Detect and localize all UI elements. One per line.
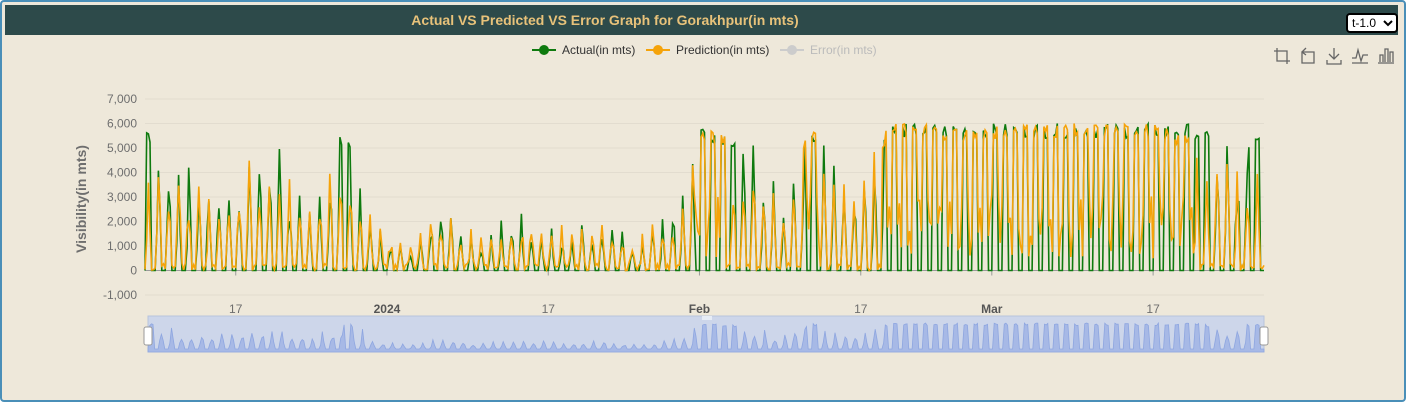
chart-header: Actual VS Predicted VS Error Graph for G… [5,5,1398,35]
y-tick-label: -1,000 [103,288,137,302]
chart-title: Actual VS Predicted VS Error Graph for G… [411,12,799,28]
download-icon[interactable] [1324,46,1344,66]
legend-label: Prediction(in mts) [676,43,769,57]
line-chart-icon[interactable] [1350,46,1370,66]
y-tick-label: 2,000 [107,215,137,229]
y-axis-label: Visibility(in mts) [73,145,89,253]
legend-item-error[interactable]: Error(in mts) [780,43,877,57]
zoom-icon[interactable] [1272,46,1292,66]
x-tick-label: 17 [229,302,243,316]
x-tick-label: 2024 [374,302,401,316]
x-tick-label: Mar [981,302,1003,316]
zoom-slider-preview [147,321,1265,353]
chart-toolbox [1272,46,1398,66]
legend-marker [539,45,549,55]
legend-item-prediction[interactable]: Prediction(in mts) [646,43,769,57]
series-line-prediction [144,122,1265,273]
y-tick-label: 4,000 [107,166,137,180]
bar-chart-icon[interactable] [1376,46,1396,66]
y-tick-label: 1,000 [107,239,137,253]
zoom-move-handle[interactable] [702,316,712,320]
x-tick-label: 17 [542,302,556,316]
zoom-handle-left[interactable] [143,326,153,346]
legend-item-actual[interactable]: Actual(in mts) [532,43,635,57]
legend-label: Actual(in mts) [562,43,635,57]
chart-svg: 7,000 6,000 5,000 4,000 3,000 2,000 1,000 0 -1,0… [73,43,1269,353]
legend-marker [653,45,663,55]
y-tick-label: 5,000 [107,141,137,155]
x-tick-label: 17 [854,302,868,316]
y-tick-label: 6,000 [107,117,137,131]
zoom-handle-right[interactable] [1259,326,1269,346]
zoom-reset-icon[interactable] [1298,46,1318,66]
y-tick-label: 3,000 [107,190,137,204]
y-tick-label: 7,000 [107,92,137,106]
lead-time-select[interactable]: t-1.0 [1346,13,1398,33]
x-tick-label: Feb [689,302,710,316]
y-tick-label: 0 [130,264,137,278]
legend-marker [787,45,797,55]
legend-label: Error(in mts) [810,43,877,57]
x-tick-label: 17 [1146,302,1160,316]
